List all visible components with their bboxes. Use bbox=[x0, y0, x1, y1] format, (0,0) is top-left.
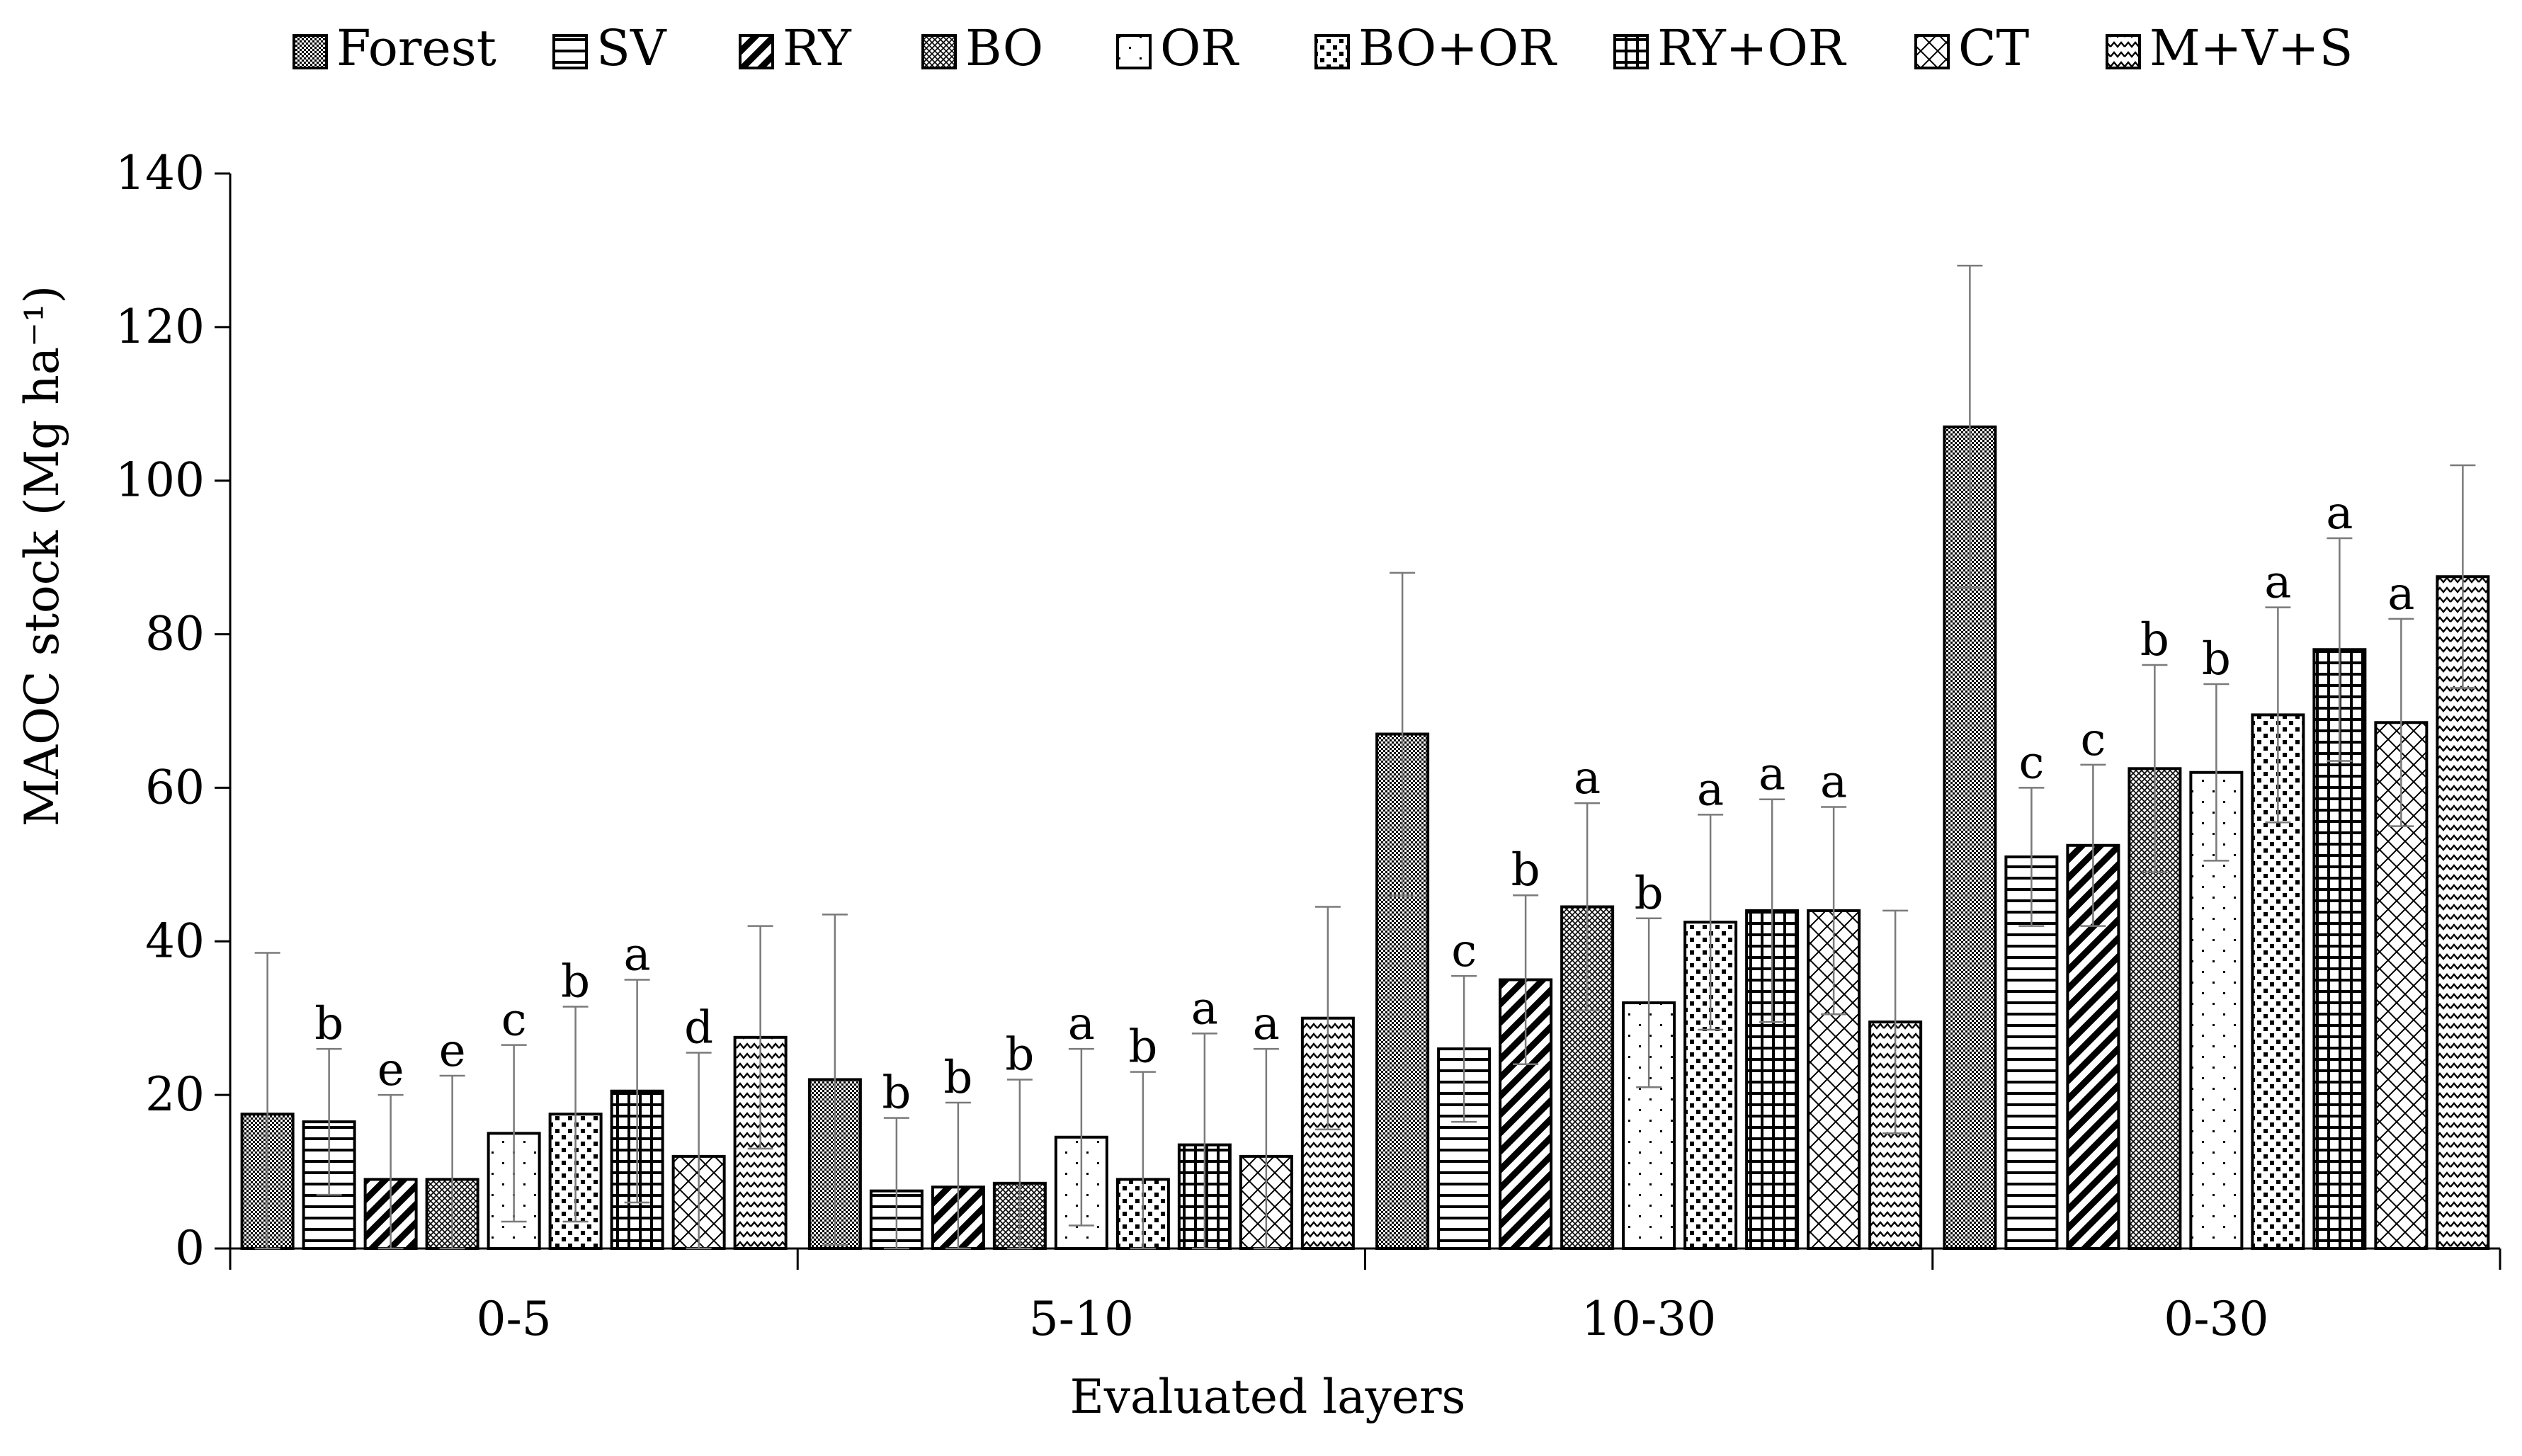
significance-letter: b bbox=[882, 1067, 911, 1120]
significance-letter: a bbox=[1253, 998, 1280, 1050]
y-tick-label: 60 bbox=[145, 760, 205, 814]
x-tick-label: 5-10 bbox=[1029, 1292, 1134, 1346]
significance-letter: b bbox=[943, 1052, 972, 1104]
y-tick-label: 80 bbox=[145, 607, 205, 661]
bar bbox=[2189, 770, 2244, 1250]
significance-letter: b bbox=[314, 998, 343, 1050]
significance-letter: b bbox=[1128, 1021, 1157, 1074]
legend-swatch bbox=[921, 34, 957, 69]
x-tick-label: 10-30 bbox=[1581, 1292, 1716, 1346]
legend-label: BO+OR bbox=[1358, 19, 1557, 77]
significance-letter: a bbox=[1759, 749, 1785, 801]
significance-letter: b bbox=[1005, 1028, 1034, 1081]
significance-letter: a bbox=[1068, 998, 1095, 1050]
y-tick-label: 100 bbox=[115, 453, 205, 508]
y-tick-label: 0 bbox=[175, 1221, 205, 1275]
legend: Forest SV RY BO OR BO+OR RY+OR CT M+V+S bbox=[292, 19, 2353, 77]
legend-label: SV bbox=[596, 19, 667, 77]
y-axis-title: MAOC stock (Mg ha⁻¹) bbox=[15, 285, 69, 826]
significance-letter: c bbox=[1451, 925, 1477, 977]
significance-letter: c bbox=[2018, 736, 2044, 789]
significance-letter: a bbox=[1191, 982, 1218, 1035]
significance-letter: e bbox=[439, 1025, 466, 1077]
significance-letter: e bbox=[377, 1044, 404, 1096]
legend-swatch bbox=[2106, 34, 2141, 69]
significance-letter: d bbox=[684, 1002, 713, 1054]
significance-letter: b bbox=[561, 955, 590, 1008]
x-axis-title: Evaluated layers bbox=[1070, 1370, 1466, 1424]
legend-swatch bbox=[1116, 34, 1152, 69]
y-tick-label: 140 bbox=[115, 146, 205, 200]
significance-letter: c bbox=[501, 994, 527, 1047]
significance-letter: a bbox=[2387, 568, 2414, 620]
legend-swatch bbox=[1613, 34, 1649, 69]
y-tick-label: 20 bbox=[145, 1067, 205, 1122]
significance-letter: a bbox=[1574, 752, 1601, 804]
significance-letter: a bbox=[1697, 763, 1724, 816]
bar bbox=[1300, 1016, 1355, 1250]
legend-swatch bbox=[292, 34, 328, 69]
x-tick-label: 0-30 bbox=[2164, 1292, 2268, 1346]
legend-label: OR bbox=[1160, 19, 1239, 77]
significance-letter: b bbox=[2202, 633, 2231, 686]
y-tick-label: 120 bbox=[115, 300, 205, 354]
bar bbox=[2251, 713, 2305, 1250]
legend-label: M+V+S bbox=[2149, 19, 2353, 77]
significance-letter: c bbox=[2080, 714, 2106, 766]
significance-letter: a bbox=[2326, 487, 2353, 540]
legend-swatch bbox=[1314, 34, 1350, 69]
axes: 0 20 40 60 80 100 120 140 0-5 5-10 10-30 0-30 bbox=[115, 146, 2501, 1346]
significance-letter: b bbox=[1635, 868, 1664, 920]
legend-label: BO bbox=[965, 19, 1043, 77]
legend-label: RY bbox=[783, 19, 852, 77]
legend-swatch bbox=[1914, 34, 1950, 69]
y-tick-label: 40 bbox=[145, 914, 205, 968]
significance-letter: b bbox=[2140, 614, 2169, 666]
legend-swatch bbox=[739, 34, 774, 69]
significance-letter: a bbox=[624, 929, 651, 982]
legend-label: RY+OR bbox=[1657, 19, 1847, 77]
significance-letter: a bbox=[1820, 756, 1847, 809]
axis-labels: MAOC stock (Mg ha⁻¹) Evaluated layers bbox=[15, 285, 1465, 1424]
significance-letter: b bbox=[1511, 844, 1540, 897]
legend-label: Forest bbox=[336, 19, 496, 77]
legend-swatch bbox=[552, 34, 588, 69]
legend-label: CT bbox=[1958, 19, 2029, 77]
significance-letter: a bbox=[2264, 557, 2291, 609]
x-tick-label: 0-5 bbox=[476, 1292, 551, 1346]
